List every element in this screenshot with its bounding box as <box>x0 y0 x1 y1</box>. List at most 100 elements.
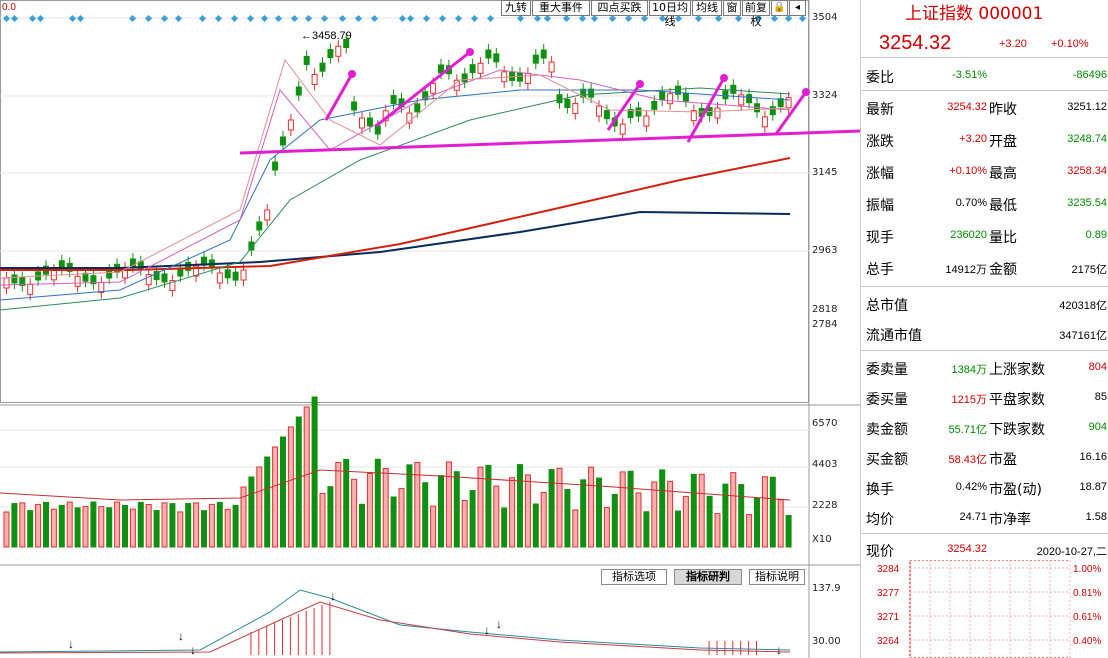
event-marker-icon <box>624 14 633 23</box>
stat-value: 3251.12 <box>1067 101 1107 113</box>
weibi-diff: -86496 <box>1072 69 1107 81</box>
float-market-cap-row: 流通市值 347161亿 <box>861 320 1108 346</box>
market-cap-value: 420318亿 <box>1059 300 1107 312</box>
intraday-mini-chart[interactable]: 3284 3277 3271 3264 1.00% 0.81% 0.61% 0.40% <box>877 559 1108 658</box>
candle <box>430 82 437 94</box>
volume-bar <box>232 504 239 548</box>
candle <box>366 117 373 127</box>
event-marker-icon <box>562 14 571 23</box>
mini-pct-label: 1.00% <box>1073 564 1101 575</box>
volume-bar <box>580 479 587 548</box>
candle <box>295 86 302 96</box>
stat-label: 换手 <box>866 482 894 498</box>
volume-bar <box>366 472 373 548</box>
candle <box>785 97 792 109</box>
ma-line-5 <box>0 58 791 279</box>
high-arrow-icon: ← <box>301 30 312 42</box>
candlestick-chart[interactable]: ↓ ↓ ↓ ↓ ↓ ↓ ↓ <box>0 0 860 658</box>
event-marker-icon <box>734 14 743 23</box>
candle <box>272 161 279 171</box>
candle <box>485 49 492 59</box>
volume-bar <box>98 506 105 548</box>
stat-value: 236020 <box>950 229 987 241</box>
ma-line-60 <box>0 87 791 311</box>
volume-bar <box>430 505 437 548</box>
candle <box>532 54 539 64</box>
event-marker-icon <box>754 14 763 23</box>
candle <box>461 73 468 83</box>
toolbar-button-jiuzhuan[interactable]: 九转 <box>501 0 531 16</box>
ma-line-mid <box>0 157 791 271</box>
signal-arrow-icon: ↓ <box>330 589 336 603</box>
event-marker-icon <box>406 14 415 23</box>
tab-indicator-options[interactable]: 指标选项 <box>601 569 667 585</box>
period-label: 0.0 <box>2 2 16 13</box>
event-marker-icon <box>454 14 463 23</box>
bottom-date: 2020-10-27,二 <box>1036 546 1107 558</box>
event-marker-icon <box>533 14 542 23</box>
candle <box>493 53 500 63</box>
tab-indicator-help[interactable]: 指标说明 <box>749 569 805 585</box>
toolbar-button-major-events[interactable]: 重大事件 <box>532 0 590 16</box>
volume-bar <box>714 513 721 548</box>
volume-bar <box>509 477 516 548</box>
candle <box>619 123 626 135</box>
volume-axis-label: 2228 <box>812 500 838 511</box>
stat-value: +0.10% <box>949 165 987 177</box>
volume-bar <box>738 484 745 548</box>
volume-bar <box>169 503 176 548</box>
volume-bar <box>374 458 381 548</box>
rows2-row: 委卖量 1384万 上涨家数 804 <box>861 354 1108 380</box>
candle <box>256 221 263 231</box>
candle <box>651 100 658 110</box>
toolbar-button-ma[interactable]: 均线 <box>692 0 722 16</box>
rows2-row: 委买量 1215万 平盘家数 85 <box>861 384 1108 410</box>
candle <box>319 62 326 72</box>
annotation-arrow-icon <box>348 70 356 78</box>
volume-bar <box>532 503 539 548</box>
stat-value: 18.87 <box>1079 481 1107 493</box>
ma-line-10 <box>0 69 791 286</box>
candle <box>145 274 152 286</box>
volume-bar <box>548 469 555 548</box>
volume-bar <box>453 471 460 548</box>
volume-bar <box>501 507 508 548</box>
weibi-label: 委比 <box>866 70 894 86</box>
annotation-arrow <box>375 50 471 128</box>
lock-icon[interactable]: 🔒 <box>771 0 788 16</box>
candle <box>675 85 681 95</box>
stat-label: 开盘 <box>989 134 1017 150</box>
float-cap-label: 流通市值 <box>866 328 922 344</box>
toolbar-button-10day-ma[interactable]: 10日均线 <box>649 0 691 28</box>
stat-label: 量比 <box>989 230 1017 246</box>
toolbar-button-four-point[interactable]: 四点买跌 <box>591 0 648 16</box>
stat-label: 昨收 <box>989 102 1017 118</box>
pin-icon[interactable]: ◂ <box>789 0 806 16</box>
kline-chart-area[interactable]: ↓ ↓ ↓ ↓ ↓ ↓ ↓ 0.0 九转 重大事件 四点买跌 10日均线 均线 窗 前复权 … <box>0 0 860 658</box>
signal-arrow-icon: ↓ <box>178 629 184 643</box>
volume-bar <box>690 473 697 548</box>
volume-bar <box>43 501 49 548</box>
candle <box>524 72 531 84</box>
stat-value: 24.71 <box>959 511 987 523</box>
toolbar-button-adjust[interactable]: 前复权 <box>742 0 770 28</box>
rows-row: 现手 236020 量比 0.89 <box>861 222 1108 248</box>
candle <box>564 99 571 109</box>
volume-bar <box>327 486 334 548</box>
price-change: +3.20 <box>999 38 1027 50</box>
candle <box>769 106 776 116</box>
candle <box>635 107 642 117</box>
volume-bar <box>280 436 286 548</box>
candle <box>153 271 160 281</box>
volume-bar <box>224 508 231 548</box>
candle <box>659 91 666 101</box>
volume-bar <box>627 470 634 548</box>
volume-bar <box>264 456 271 548</box>
candle <box>232 271 239 281</box>
volume-bar <box>777 499 784 548</box>
stat-label: 现手 <box>866 230 894 246</box>
signal-arrow-icon: ↓ <box>68 637 74 651</box>
tab-indicator-analysis[interactable]: 指标研判 <box>674 569 742 585</box>
price-axis-label: 3504 <box>812 12 838 23</box>
toolbar-button-window[interactable]: 窗 <box>723 0 741 16</box>
